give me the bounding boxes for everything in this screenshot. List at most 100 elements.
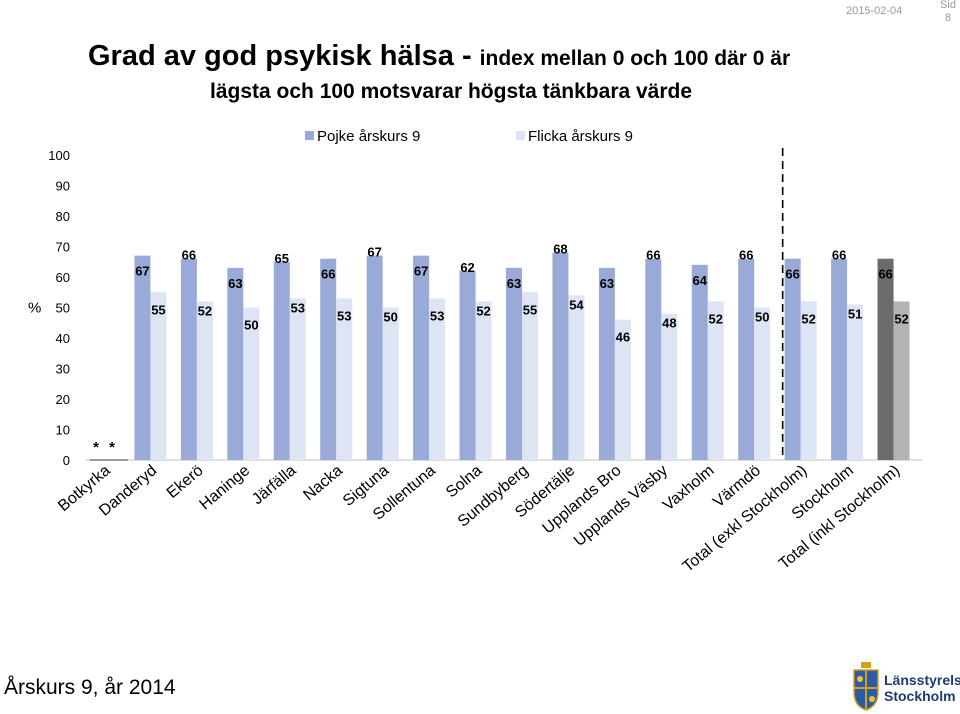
value-label-pojke: 66 <box>182 248 196 263</box>
value-label-flicka: 55 <box>151 302 165 317</box>
bar-pojke <box>784 258 801 460</box>
x-tick-label: Järfälla <box>249 462 300 508</box>
value-label-flicka: 53 <box>337 308 351 323</box>
bar-pojke <box>413 255 430 460</box>
y-tick-label: 90 <box>56 179 70 194</box>
bar-flicka <box>150 292 167 460</box>
value-label-pojke: 63 <box>600 276 614 291</box>
bar-flicka <box>289 298 306 460</box>
value-label-flicka: 52 <box>709 311 723 326</box>
bar-flicka <box>568 295 585 460</box>
logo-line2: Stockholm <box>884 688 956 704</box>
bar-flicka <box>429 298 446 460</box>
value-label-pojke: 67 <box>414 264 428 279</box>
chart-title-main: Grad av god psykisk hälsa - <box>88 40 480 72</box>
bar-flicka <box>893 301 910 460</box>
bar-flicka <box>243 307 260 460</box>
logo-line1: Länsstyrelsen <box>884 672 960 688</box>
bar-pojke <box>831 258 848 460</box>
x-tick-label: Vaxholm <box>660 462 718 514</box>
legend-label-flicka: Flicka årskurs 9 <box>528 128 633 145</box>
bar-flicka <box>196 301 213 460</box>
y-tick-label: 100 <box>48 148 70 163</box>
bar-flicka <box>707 301 724 460</box>
value-label-pojke: 66 <box>832 248 846 263</box>
value-label-pojke: 67 <box>367 245 381 260</box>
value-label-pojke: 67 <box>135 264 149 279</box>
y-tick-label: 0 <box>63 453 70 468</box>
coat-of-arms-icon <box>853 662 879 711</box>
bar-pojke <box>598 267 615 460</box>
bar-flicka <box>522 292 538 460</box>
sid-label: Sid <box>940 0 956 11</box>
value-label-flicka: 51 <box>848 306 862 321</box>
bar-pojke <box>506 267 522 460</box>
value-label-flicka: 52 <box>894 311 908 326</box>
value-label-flicka: 54 <box>569 297 584 312</box>
value-label-pojke: 63 <box>228 276 242 291</box>
bar-flicka <box>614 319 631 460</box>
value-label-flicka: 50 <box>244 318 258 333</box>
bar-pojke <box>645 258 662 460</box>
y-tick-label: 30 <box>56 362 70 377</box>
missing-marker-flicka: * <box>109 439 115 456</box>
value-label-pojke: 66 <box>785 267 799 282</box>
lansstyrelsen-logo: Länsstyrelsen Stockholm <box>852 660 960 714</box>
date-label: 2015-02-04 <box>846 5 903 17</box>
bar-pojke <box>877 258 894 460</box>
bar-flicka <box>754 307 771 460</box>
logo-text: Länsstyrelsen Stockholm <box>884 672 960 704</box>
x-tick-label: Solna <box>443 462 485 501</box>
value-label-pojke: 62 <box>460 260 474 275</box>
value-label-pojke: 66 <box>646 248 660 263</box>
bar-pojke <box>227 267 244 460</box>
value-label-flicka: 52 <box>476 303 490 318</box>
legend-swatch-flicka <box>516 131 525 140</box>
y-tick-label: 70 <box>56 240 70 255</box>
value-label-flicka: 48 <box>662 316 676 331</box>
bar-pojke <box>459 270 476 460</box>
bar-flicka <box>382 307 399 460</box>
value-label-pojke: 66 <box>878 267 892 282</box>
x-tick-label: Haninge <box>197 462 254 513</box>
bar-pojke <box>738 258 755 460</box>
y-tick-label: 10 <box>56 423 70 438</box>
value-label-pojke: 63 <box>507 276 521 291</box>
bar-flicka <box>661 313 678 460</box>
y-tick-label: 40 <box>56 331 70 346</box>
y-tick-label: 50 <box>56 301 70 316</box>
y-tick-label: 60 <box>56 270 70 285</box>
bar-pojke <box>366 255 383 460</box>
chart-title-rest: index mellan 0 och 100 där 0 är <box>479 47 791 70</box>
y-tick-label: 20 <box>56 392 70 407</box>
value-label-flicka: 50 <box>383 310 397 325</box>
value-label-pojke: 65 <box>275 251 289 266</box>
value-label-flicka: 55 <box>523 302 537 317</box>
chart-title: Grad av god psykisk hälsa - index mellan… <box>88 40 790 73</box>
chart-subtitle: lägsta och 100 motsvarar högsta tänkbara… <box>210 80 693 103</box>
value-label-pojke: 66 <box>739 248 753 263</box>
page-number-value: 8 <box>944 12 952 24</box>
value-label-pojke: 66 <box>321 267 335 282</box>
bar-pojke <box>180 258 197 460</box>
bar-pojke <box>273 261 290 460</box>
y-axis-label: % <box>28 300 41 317</box>
bar-flicka <box>475 301 492 460</box>
x-tick-label: Nacka <box>300 462 346 504</box>
y-tick-label: 80 <box>56 209 70 224</box>
bar-flicka <box>800 301 817 460</box>
missing-marker-pojke: * <box>93 439 99 456</box>
value-label-flicka: 53 <box>291 300 305 315</box>
x-tick-label: Upplands Bro <box>539 462 624 537</box>
value-label-flicka: 52 <box>198 303 212 318</box>
page-number: Sid 8 <box>936 0 960 25</box>
value-label-flicka: 50 <box>755 310 769 325</box>
footer-label: Årskurs 9, år 2014 <box>4 676 176 699</box>
value-label-flicka: 53 <box>430 308 444 323</box>
value-label-pojke: 68 <box>553 242 567 257</box>
legend-label-pojke: Pojke årskurs 9 <box>317 128 420 145</box>
bar-pojke <box>134 255 151 460</box>
bar-flicka <box>336 298 353 460</box>
bar-flicka <box>847 304 864 460</box>
